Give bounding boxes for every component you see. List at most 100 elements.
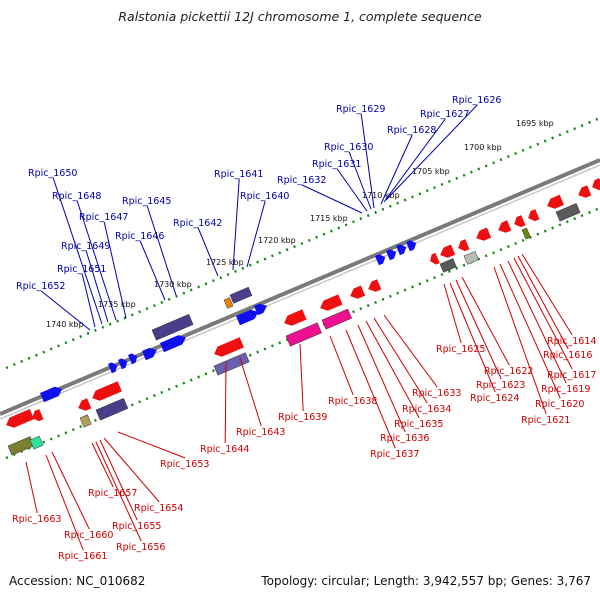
- scale-label: 1710 kbp: [362, 191, 400, 200]
- gene-label[interactable]: Rpic_1617: [547, 370, 596, 381]
- gene-label[interactable]: Rpic_1638: [328, 396, 377, 407]
- reverse-gene-shape: [592, 178, 600, 191]
- label-connector: [246, 200, 266, 268]
- label-connector: [345, 329, 396, 449]
- label-connector: [449, 282, 496, 393]
- gene-label[interactable]: Rpic_1655: [112, 521, 161, 532]
- gene-label[interactable]: Rpic_1621: [521, 415, 570, 426]
- gene-label[interactable]: Rpic_1652: [16, 281, 65, 292]
- gene-label[interactable]: Rpic_1637: [370, 449, 419, 460]
- reverse-gene-shape: [528, 209, 540, 222]
- scale-label: 1705 kbp: [412, 167, 450, 176]
- label-connector: [365, 320, 420, 419]
- gene-label[interactable]: Rpic_1632: [277, 175, 326, 186]
- gene-label[interactable]: Rpic_1643: [236, 427, 285, 438]
- gene-label[interactable]: Rpic_1640: [240, 191, 289, 202]
- gene-label[interactable]: Rpic_1636: [380, 433, 429, 444]
- forward-gene-shape: [406, 240, 417, 252]
- gene-label[interactable]: Rpic_1629: [336, 104, 385, 115]
- gene-label[interactable]: Rpic_1626: [452, 95, 501, 106]
- reverse-gene-shape: [285, 322, 322, 347]
- reverse-gene-shape: [7, 436, 35, 456]
- gene-label[interactable]: Rpic_1622: [484, 366, 533, 377]
- label-connector: [493, 266, 547, 415]
- reverse-gene-shape: [320, 294, 343, 311]
- gene-label[interactable]: Rpic_1651: [57, 264, 106, 275]
- gene-label[interactable]: Rpic_1616: [543, 350, 592, 361]
- gene-label[interactable]: Rpic_1619: [541, 384, 590, 395]
- label-connector: [385, 104, 478, 201]
- forward-gene-shape: [375, 254, 386, 266]
- gene-label[interactable]: Rpic_1646: [115, 231, 164, 242]
- accession-text: Accession: NC_010682: [9, 574, 146, 588]
- gene-label[interactable]: Rpic_1639: [278, 412, 327, 423]
- gene-label[interactable]: Rpic_1625: [436, 344, 485, 355]
- reverse-gene-shape: [521, 227, 531, 240]
- gene-label[interactable]: Rpic_1657: [88, 488, 137, 499]
- label-connector: [513, 257, 573, 370]
- label-connector: [139, 240, 166, 301]
- gene-label[interactable]: Rpic_1635: [394, 419, 443, 430]
- label-connector: [360, 113, 375, 209]
- label-connector: [329, 335, 354, 396]
- gene-label[interactable]: Rpic_1656: [116, 542, 165, 553]
- label-connector: [383, 314, 438, 388]
- scale-label: 1740 kbp: [46, 320, 84, 329]
- forward-gene-shape: [128, 353, 138, 365]
- label-connector: [348, 151, 372, 210]
- label-connector: [357, 324, 406, 433]
- gene-label[interactable]: Rpic_1661: [58, 551, 107, 562]
- label-connector: [383, 118, 446, 203]
- gene-label[interactable]: Rpic_1653: [160, 459, 209, 470]
- gene-label[interactable]: Rpic_1644: [200, 444, 249, 455]
- label-connector: [76, 200, 117, 321]
- reverse-gene-shape: [555, 203, 581, 222]
- gene-label[interactable]: Rpic_1623: [476, 380, 525, 391]
- label-connectors: [25, 104, 573, 551]
- reverse-gene-shape: [440, 244, 456, 258]
- gene-label[interactable]: Rpic_1642: [173, 218, 222, 229]
- reverse-gene-shape: [32, 409, 44, 422]
- label-connector: [81, 273, 96, 328]
- label-connector: [380, 134, 413, 205]
- label-connector: [52, 177, 103, 325]
- gene-label[interactable]: Rpic_1620: [535, 399, 584, 410]
- forward-gene-shape: [386, 249, 397, 261]
- topology-text: Topology: circular; Length: 3,942,557 bp…: [261, 574, 591, 588]
- gene-label[interactable]: Rpic_1660: [64, 530, 113, 541]
- gene-label[interactable]: Rpic_1633: [412, 388, 461, 399]
- gene-label[interactable]: Rpic_1648: [52, 191, 101, 202]
- forward-gene-shape: [151, 314, 194, 341]
- reverse-gene-shape: [284, 309, 307, 326]
- scale-label: 1715 kbp: [310, 214, 348, 223]
- gene-label[interactable]: Rpic_1647: [79, 212, 128, 223]
- gene-label[interactable]: Rpic_1650: [28, 168, 77, 179]
- gene-label[interactable]: Rpic_1663: [12, 514, 61, 525]
- gene-label[interactable]: Rpic_1654: [134, 503, 183, 514]
- gene-label[interactable]: Rpic_1645: [122, 196, 171, 207]
- forward-gene-shape: [229, 286, 253, 304]
- gene-label[interactable]: Rpic_1641: [214, 169, 263, 180]
- gene-label[interactable]: Rpic_1614: [547, 336, 596, 347]
- gene-label[interactable]: Rpic_1624: [470, 393, 519, 404]
- forward-gene-shape: [254, 303, 267, 316]
- label-connector: [146, 205, 177, 296]
- reverse-gene-shape: [458, 239, 470, 252]
- gene-label[interactable]: Rpic_1627: [420, 109, 469, 120]
- label-connector: [40, 290, 91, 331]
- label-connector: [301, 184, 363, 214]
- reverse-gene-shape: [439, 258, 457, 273]
- forward-gene-shape: [108, 362, 118, 374]
- gene-label[interactable]: Rpic_1634: [402, 404, 451, 415]
- gene-label[interactable]: Rpic_1631: [312, 159, 361, 170]
- reverse-gene-shape: [29, 435, 44, 450]
- gene-label[interactable]: Rpic_1628: [387, 125, 436, 136]
- forward-gene-shape: [223, 297, 234, 309]
- gene-label[interactable]: Rpic_1649: [61, 241, 110, 252]
- lower-scale-ruler: [5, 206, 600, 460]
- label-connector: [507, 260, 567, 384]
- label-connector: [232, 178, 240, 271]
- gene-features: [6, 178, 600, 456]
- label-connector: [117, 431, 186, 459]
- gene-label[interactable]: Rpic_1630: [324, 142, 373, 153]
